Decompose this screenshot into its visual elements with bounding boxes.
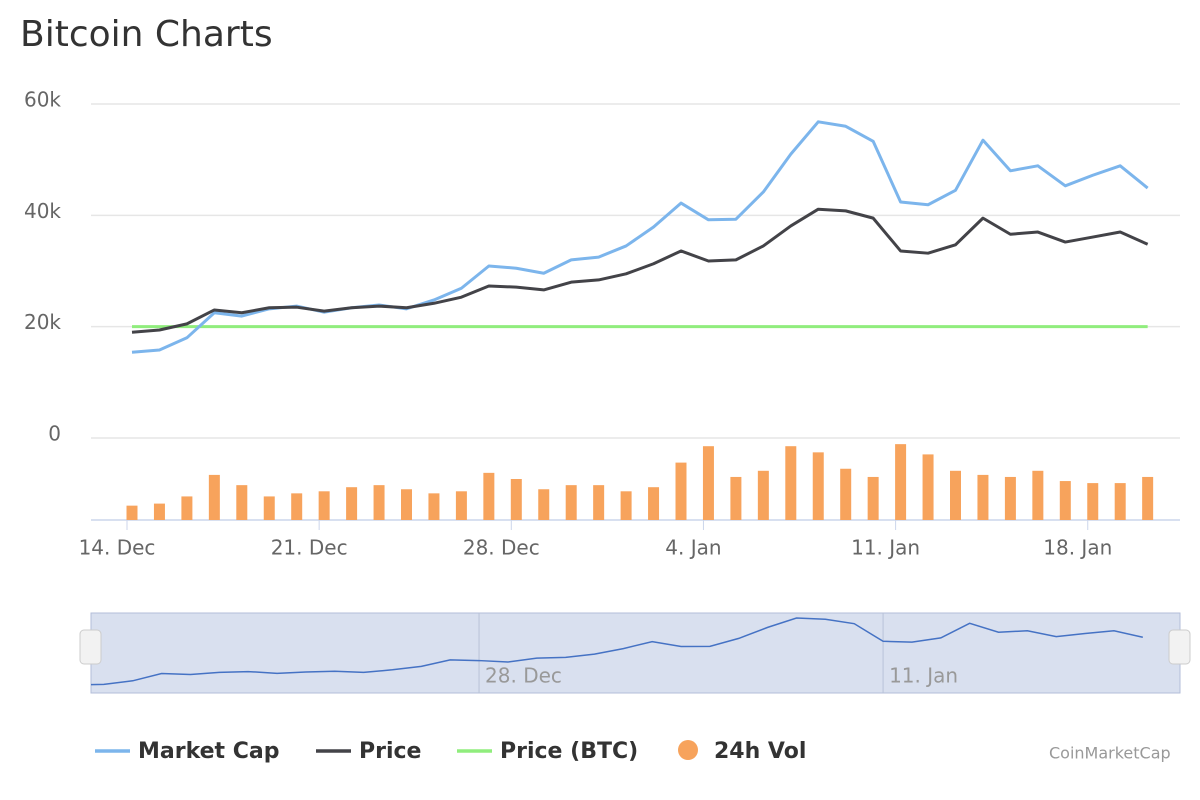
legend-symbol[interactable] (678, 740, 698, 760)
x-tick-label: 18. Jan (1043, 536, 1112, 560)
bar (401, 489, 412, 520)
bar (702, 446, 714, 520)
navigator-handle[interactable] (1168, 629, 1191, 665)
bar (648, 487, 660, 520)
bar (291, 493, 303, 520)
bar (1032, 470, 1044, 520)
bar (950, 470, 961, 520)
bar (263, 496, 275, 520)
bar (483, 472, 495, 520)
bar (565, 485, 577, 520)
navigator[interactable] (90, 612, 1181, 694)
bar (730, 476, 742, 520)
bar (1059, 481, 1071, 520)
bar (593, 485, 605, 520)
bar (455, 491, 467, 520)
chart-title: Bitcoin Charts (20, 14, 273, 55)
navigator-label: 11. Jan (889, 664, 958, 688)
bar (126, 505, 138, 520)
x-tick-label: 14. Dec (79, 536, 156, 560)
legend-label[interactable]: Market Cap (138, 739, 279, 764)
bar (236, 485, 248, 520)
bar (538, 489, 550, 520)
x-tick-label: 4. Jan (665, 536, 721, 560)
line-series (131, 207, 1149, 334)
x-tick-label: 21. Dec (271, 536, 348, 560)
y-tick-label: 0 (48, 422, 61, 446)
bar (620, 491, 632, 520)
bar (675, 462, 687, 520)
bar (181, 496, 193, 520)
x-tick-label: 28. Dec (463, 536, 540, 560)
bar (1087, 483, 1099, 520)
bar (346, 487, 358, 520)
bar (895, 444, 907, 520)
bar (1004, 476, 1016, 520)
bar (840, 468, 852, 520)
navigator-series (91, 617, 1143, 686)
y-tick-label: 60k (24, 88, 61, 112)
bar (428, 493, 440, 520)
bar (812, 452, 824, 520)
y-tick-label: 20k (24, 310, 61, 334)
bar (318, 491, 330, 520)
bar (153, 503, 165, 520)
navigator-handle[interactable] (79, 629, 102, 665)
x-tick-label: 11. Jan (851, 536, 920, 560)
bar (922, 454, 934, 520)
legend-label[interactable]: Price (BTC) (500, 739, 638, 764)
credits[interactable]: CoinMarketCap (1049, 744, 1171, 763)
bar (785, 446, 797, 520)
line-series (131, 120, 1149, 354)
bar (757, 470, 769, 520)
bar (867, 476, 879, 520)
navigator-label: 28. Dec (485, 664, 562, 688)
bar (1114, 483, 1126, 520)
bar (208, 474, 220, 520)
bar (373, 485, 385, 520)
bar (1142, 476, 1154, 520)
y-tick-label: 40k (24, 199, 61, 223)
bar (977, 474, 989, 520)
bar (510, 479, 522, 520)
legend-label[interactable]: Price (359, 739, 421, 764)
legend-label[interactable]: 24h Vol (714, 739, 806, 764)
